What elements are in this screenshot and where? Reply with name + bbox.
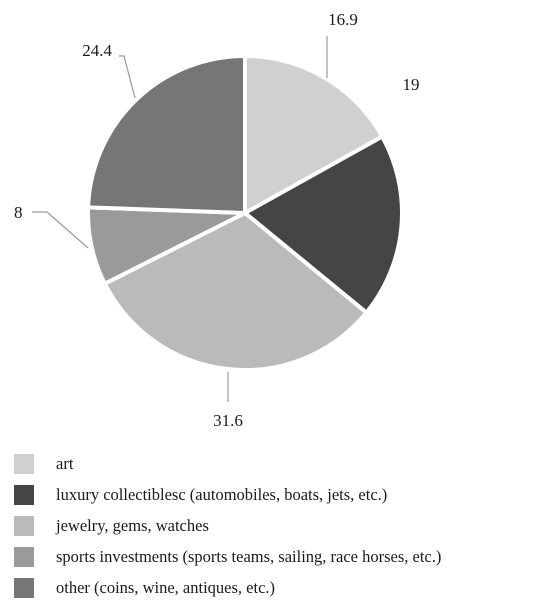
leader-line-other-coins-wine-antiques-etc: [119, 55, 136, 99]
data-label-jewelry-gems-watches: 31.6: [213, 411, 243, 430]
legend-label: jewelry, gems, watches: [56, 515, 209, 535]
pie-slice-art: [243, 54, 385, 215]
data-labels: 16.9 19 31.6 8 24.4: [14, 10, 420, 430]
data-label-luxury-collectiblesc-automobiles-boats-jets-etc: 19: [403, 75, 420, 94]
legend-swatch: [14, 515, 34, 536]
pie-chart: 16.9 19 31.6 8 24.4: [14, 10, 420, 430]
legend-item-sports-investments-sports-teams-sailing-race-horses-etc: sports investments (sports teams, sailin…: [14, 541, 554, 572]
leader-lines: [32, 36, 328, 402]
legend-item-luxury-collectiblesc-automobiles-boats-jets-etc: luxury collectiblesc (automobiles, boats…: [14, 479, 554, 510]
legend-label: art: [56, 453, 74, 473]
legend: art luxury collectiblesc (automobiles, bo…: [14, 448, 554, 603]
data-label-sports-investments-sports-teams-sailing-race-horses-etc: 8: [14, 203, 23, 222]
data-label-art: 16.9: [328, 10, 358, 29]
data-label-other-coins-wine-antiques-etc: 24.4: [82, 41, 112, 60]
pie-slice-other-coins-wine-antiques-etc: [86, 54, 247, 215]
legend-label: luxury collectiblesc (automobiles, boats…: [56, 484, 388, 504]
legend-item-art: art: [14, 448, 554, 479]
legend-item-jewelry-gems-watches: jewelry, gems, watches: [14, 510, 554, 541]
pie-slices: [86, 54, 404, 372]
legend-swatch: [14, 453, 34, 474]
legend-swatch: [14, 577, 34, 598]
legend-label: sports investments (sports teams, sailin…: [56, 546, 442, 566]
legend-label: other (coins, wine, antiques, etc.): [56, 577, 276, 597]
pie-slice-luxury-collectiblesc-automobiles-boats-jets-etc: [243, 134, 404, 315]
leader-line-sports-investments-sports-teams-sailing-race-horses-etc: [32, 211, 89, 249]
legend-item-other-coins-wine-antiques-etc: other (coins, wine, antiques, etc.): [14, 572, 554, 603]
legend-swatch: [14, 546, 34, 567]
legend-swatch: [14, 484, 34, 505]
